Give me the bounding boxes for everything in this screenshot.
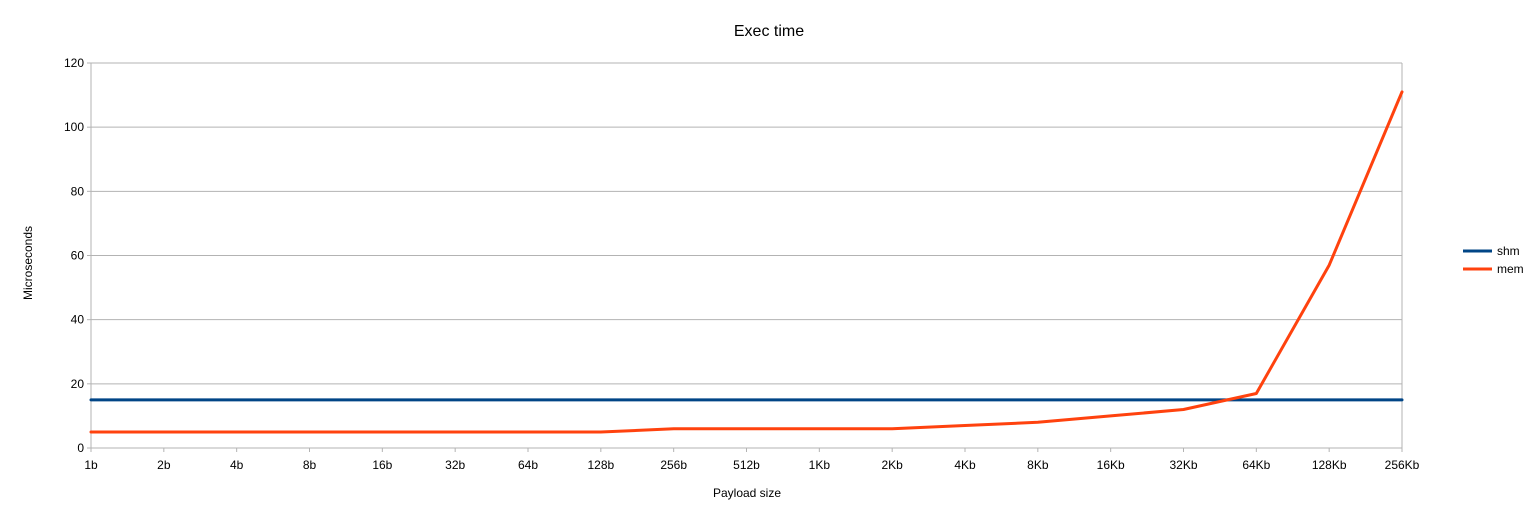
y-axis-label: Microseconds bbox=[21, 226, 35, 300]
x-tick-label: 128Kb bbox=[1312, 458, 1347, 472]
x-axis-label: Payload size bbox=[713, 486, 781, 500]
series-lines: 1b: 152b: 154b: 158b: 1516b: 1532b: 1564… bbox=[89, 90, 1404, 434]
legend-label-mem: mem bbox=[1497, 262, 1524, 276]
x-tick-label: 256b bbox=[660, 458, 687, 472]
chart-title: Exec time bbox=[734, 23, 804, 40]
x-tick-label: 4Kb bbox=[954, 458, 976, 472]
x-tick-label: 8Kb bbox=[1027, 458, 1049, 472]
gridlines bbox=[91, 62, 1402, 385]
axes: 0 20 40 60 80 100 120 1b 2b 4b 8b 16b 32b 64b 128b 256b… bbox=[64, 56, 1420, 472]
x-tick-label: 8b bbox=[303, 458, 317, 472]
x-tick-label: 64Kb bbox=[1242, 458, 1270, 472]
x-tick-label: 1b bbox=[84, 458, 98, 472]
y-tick-label: 40 bbox=[71, 313, 85, 327]
x-tick-label: 16b bbox=[372, 458, 392, 472]
x-tick-label: 32Kb bbox=[1169, 458, 1197, 472]
y-tick-label: 20 bbox=[71, 377, 85, 391]
x-tick-label: 32b bbox=[445, 458, 465, 472]
y-tick-label: 0 bbox=[77, 441, 84, 455]
legend: shm mem bbox=[1463, 244, 1524, 276]
legend-label-shm: shm bbox=[1497, 244, 1520, 258]
x-tick-label: 2b bbox=[157, 458, 171, 472]
x-tick-label: 2Kb bbox=[881, 458, 903, 472]
series-line-mem bbox=[89, 90, 1404, 434]
x-tick-label: 64b bbox=[518, 458, 538, 472]
y-tick-label: 100 bbox=[64, 120, 84, 134]
y-tick-label: 80 bbox=[71, 184, 85, 198]
x-tick-label: 256Kb bbox=[1385, 458, 1420, 472]
x-tick-label: 4b bbox=[230, 458, 244, 472]
x-tick-label: 16Kb bbox=[1097, 458, 1125, 472]
x-tick-label: 128b bbox=[587, 458, 614, 472]
y-tick-label: 120 bbox=[64, 56, 84, 70]
x-tick-label: 512b bbox=[733, 458, 760, 472]
x-tick-label: 1Kb bbox=[809, 458, 831, 472]
y-tick-label: 60 bbox=[71, 249, 85, 263]
